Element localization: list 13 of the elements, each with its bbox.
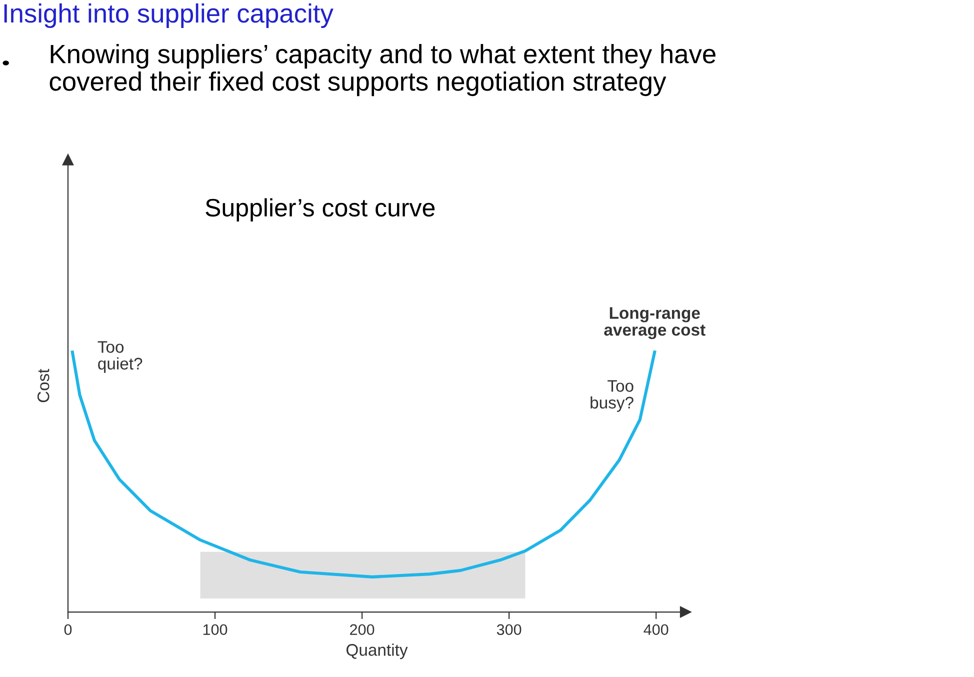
chart-title: Insight into supplier capacity [4, 3, 334, 28]
annotation: Too busy? [590, 380, 634, 412]
y-axis-title: Cost [37, 368, 50, 402]
chart-subtitle: Knowing suppliers’ capacity and to what extent they have covered their fixed cost supports negotiation strategy [50, 44, 716, 96]
x-tick-label: 100 [203, 624, 228, 636]
x-tick-label: 200 [350, 624, 374, 636]
annotation: Too quiet? [98, 341, 142, 373]
x-tick-label: 0 [64, 624, 72, 636]
series-label: Long-range average cost [604, 307, 706, 340]
x-tick-label: 400 [644, 624, 668, 636]
text: Supplier’s cost curve [206, 198, 435, 222]
x-axis-title: Quantity [346, 644, 408, 660]
x-tick-label: 300 [496, 624, 522, 636]
